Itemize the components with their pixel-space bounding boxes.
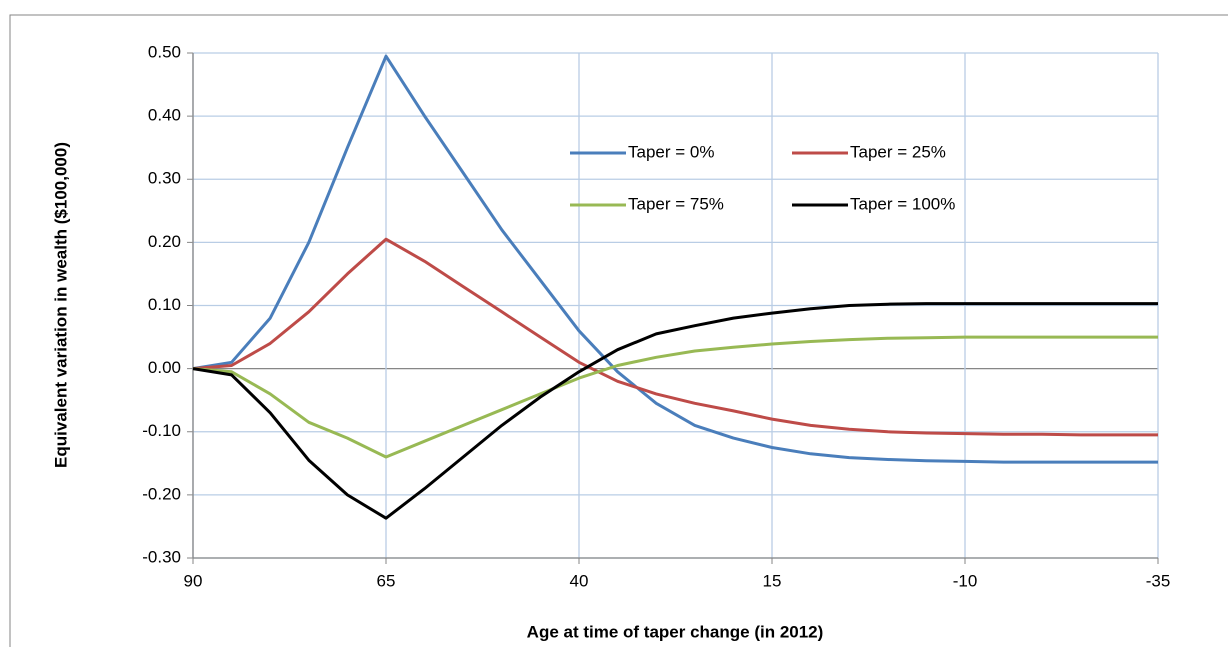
legend-label: Taper = 75%: [628, 194, 724, 213]
x-tick-label: -35: [1146, 571, 1171, 590]
x-tick-label: 90: [184, 571, 203, 590]
data-line: [192, 335, 1158, 459]
y-tick-label: -0.30: [142, 547, 181, 566]
y-tick-label: 0.30: [148, 169, 181, 188]
y-tick-label: 0.40: [148, 106, 181, 125]
x-tick-label: -10: [953, 571, 978, 590]
y-tick-label: 0.10: [148, 295, 181, 314]
legend-label: Taper = 0%: [628, 142, 714, 161]
y-tick-label: -0.10: [142, 421, 181, 440]
y-tick-label: 0.20: [148, 232, 181, 251]
y-tick-label: 0.00: [148, 358, 181, 377]
x-tick-label: 65: [377, 571, 396, 590]
legend-label: Taper = 25%: [850, 142, 946, 161]
y-tick-label: 0.50: [148, 42, 181, 61]
data-line: [192, 237, 1158, 437]
data-line: [192, 302, 1158, 520]
x-axis-title: Age at time of taper change (in 2012): [527, 622, 824, 641]
y-axis-title: Equivalent variation in wealth ($100,000…: [51, 142, 70, 468]
x-tick-label: 40: [570, 571, 589, 590]
x-tick-label: 15: [763, 571, 782, 590]
y-tick-label: -0.20: [142, 484, 181, 503]
data-line: [192, 54, 1158, 464]
legend-label: Taper = 100%: [850, 194, 955, 213]
chart-frame: [9, 14, 1228, 647]
